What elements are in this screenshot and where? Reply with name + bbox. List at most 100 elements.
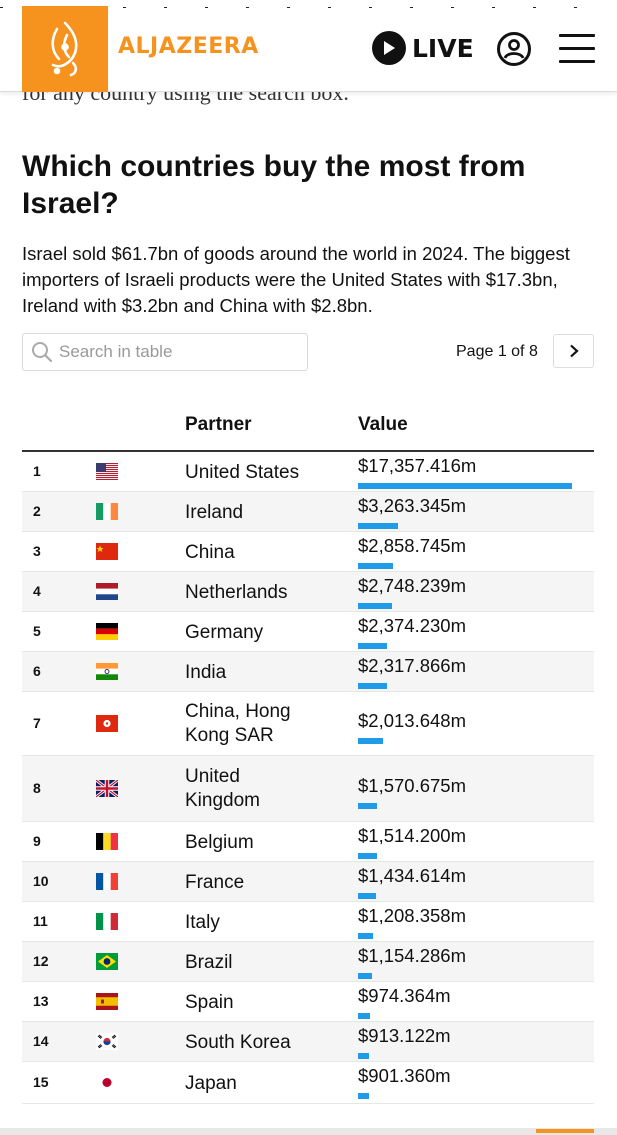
flag-us-icon — [96, 463, 118, 480]
partner-cell: Belgium — [185, 832, 254, 853]
table-search-box[interactable] — [22, 333, 308, 371]
aljazeera-logo[interactable] — [22, 6, 108, 92]
value-cell: $17,357.416m — [358, 455, 477, 476]
value-bar — [358, 603, 392, 609]
value-cell: $1,570.675m — [358, 775, 467, 796]
value-cell: $2,374.230m — [358, 615, 467, 636]
value-bar — [358, 643, 387, 649]
page-indicator: Page 1 of 8 — [456, 343, 538, 360]
rank-cell: 11 — [33, 913, 48, 929]
value-bar — [358, 803, 377, 809]
column-header-value[interactable]: Value — [358, 414, 408, 435]
partner-cell: India — [185, 662, 227, 683]
value-bar — [358, 973, 372, 979]
value-bar — [358, 853, 377, 859]
value-bar — [358, 738, 383, 744]
previous-paragraph-fragment: for any country using the search box. — [22, 80, 349, 105]
value-bar — [358, 683, 387, 689]
flag-it-icon — [96, 913, 118, 930]
partner-cell: South Korea — [185, 1032, 291, 1053]
value-bar — [358, 483, 572, 489]
chevron-right-icon — [569, 344, 579, 358]
value-cell: $1,514.200m — [358, 825, 467, 846]
hamburger-menu-icon[interactable] — [559, 34, 595, 64]
value-cell: $3,263.345m — [358, 495, 467, 516]
bottom-accent — [536, 1129, 594, 1133]
value-bar — [358, 523, 398, 529]
table-row: 11 Italy $1,208.358m — [22, 902, 594, 942]
search-input[interactable] — [59, 342, 289, 362]
partner-cell: China — [185, 542, 235, 563]
value-cell: $974.364m — [358, 985, 451, 1006]
value-cell: $2,013.648m — [358, 710, 467, 731]
table-row: 3 China $2,858.745m — [22, 532, 594, 572]
value-cell: $1,154.286m — [358, 945, 467, 966]
rank-cell: 2 — [33, 503, 41, 519]
live-label: LIVE — [412, 33, 474, 63]
value-bar — [358, 933, 373, 939]
table-row: 14 South Korea $913.122m — [22, 1022, 594, 1062]
partner-cell: United States — [185, 462, 300, 483]
next-page-button[interactable] — [553, 334, 594, 368]
table-row: 5 Germany $2,374.230m — [22, 612, 594, 652]
article-intro: Israel sold $61.7bn of goods around the … — [22, 243, 570, 316]
value-bar — [358, 1093, 369, 1099]
partner-cell: Brazil — [185, 952, 233, 973]
user-account-icon[interactable] — [496, 31, 532, 67]
value-cell: $913.122m — [358, 1025, 451, 1046]
flag-be-icon — [96, 833, 118, 850]
rank-cell: 12 — [33, 953, 49, 969]
rank-cell: 7 — [33, 715, 41, 731]
bottom-divider — [0, 1128, 617, 1135]
partner-cell: Germany — [185, 622, 264, 643]
live-button[interactable]: LIVE — [372, 31, 474, 65]
value-cell: $1,208.358m — [358, 905, 467, 926]
rank-cell: 6 — [33, 663, 41, 679]
rank-cell: 10 — [33, 873, 49, 889]
flag-hk-icon — [96, 715, 118, 732]
rank-cell: 4 — [33, 583, 41, 599]
partner-cell: Netherlands — [185, 582, 288, 603]
value-cell: $901.360m — [358, 1065, 451, 1086]
rank-cell: 9 — [33, 833, 41, 849]
table-row: 7 China, Hong Kong SAR $2,013.648m — [22, 692, 594, 756]
rank-cell: 3 — [33, 543, 41, 559]
flag-nl-icon — [96, 583, 118, 600]
site-header: ALJAZEERA LIVE — [0, 0, 617, 92]
table-row: 9 Belgium $1,514.200m — [22, 822, 594, 862]
table-row: 10 France $1,434.614m — [22, 862, 594, 902]
partner-cell: China, Hong Kong SAR — [185, 701, 291, 746]
value-cell: $2,858.745m — [358, 535, 467, 556]
table-row: 15 Japan $901.360m — [22, 1062, 594, 1104]
partner-cell: United Kingdom — [185, 766, 260, 811]
table-row: 4 Netherlands $2,748.239m — [22, 572, 594, 612]
table-row: 13 Spain $974.364m — [22, 982, 594, 1022]
flag-in-icon — [96, 663, 118, 680]
table-row: 6 India $2,317.866m — [22, 652, 594, 692]
table-row: 1 United States $17,357.416m — [22, 452, 594, 492]
table-row: 8 United Kingdom $1,570.675m — [22, 756, 594, 822]
rank-cell: 15 — [33, 1074, 49, 1090]
value-cell: $2,317.866m — [358, 655, 467, 676]
table-row: 2 Ireland $3,263.345m — [22, 492, 594, 532]
partner-cell: Japan — [185, 1073, 237, 1094]
rank-cell: 1 — [33, 463, 41, 479]
table-row: 12 Brazil $1,154.286m — [22, 942, 594, 982]
value-cell: $1,434.614m — [358, 865, 467, 886]
table-header-divider — [22, 450, 594, 452]
brand-name[interactable]: ALJAZEERA — [118, 34, 259, 59]
value-bar — [358, 893, 376, 899]
partner-cell: Spain — [185, 992, 234, 1013]
flag-kr-icon — [96, 1033, 118, 1050]
search-icon — [32, 342, 53, 363]
value-bar — [358, 563, 393, 569]
flag-fr-icon — [96, 873, 118, 890]
partner-cell: Italy — [185, 912, 220, 933]
partner-cell: Ireland — [185, 502, 244, 523]
value-cell: $2,748.239m — [358, 575, 467, 596]
flag-jp-icon — [96, 1074, 118, 1091]
column-header-partner[interactable]: Partner — [185, 414, 252, 435]
rank-cell: 13 — [33, 993, 49, 1009]
flag-gb-icon — [96, 780, 118, 797]
article-heading: Which countries buy the most from Israel… — [22, 150, 526, 220]
